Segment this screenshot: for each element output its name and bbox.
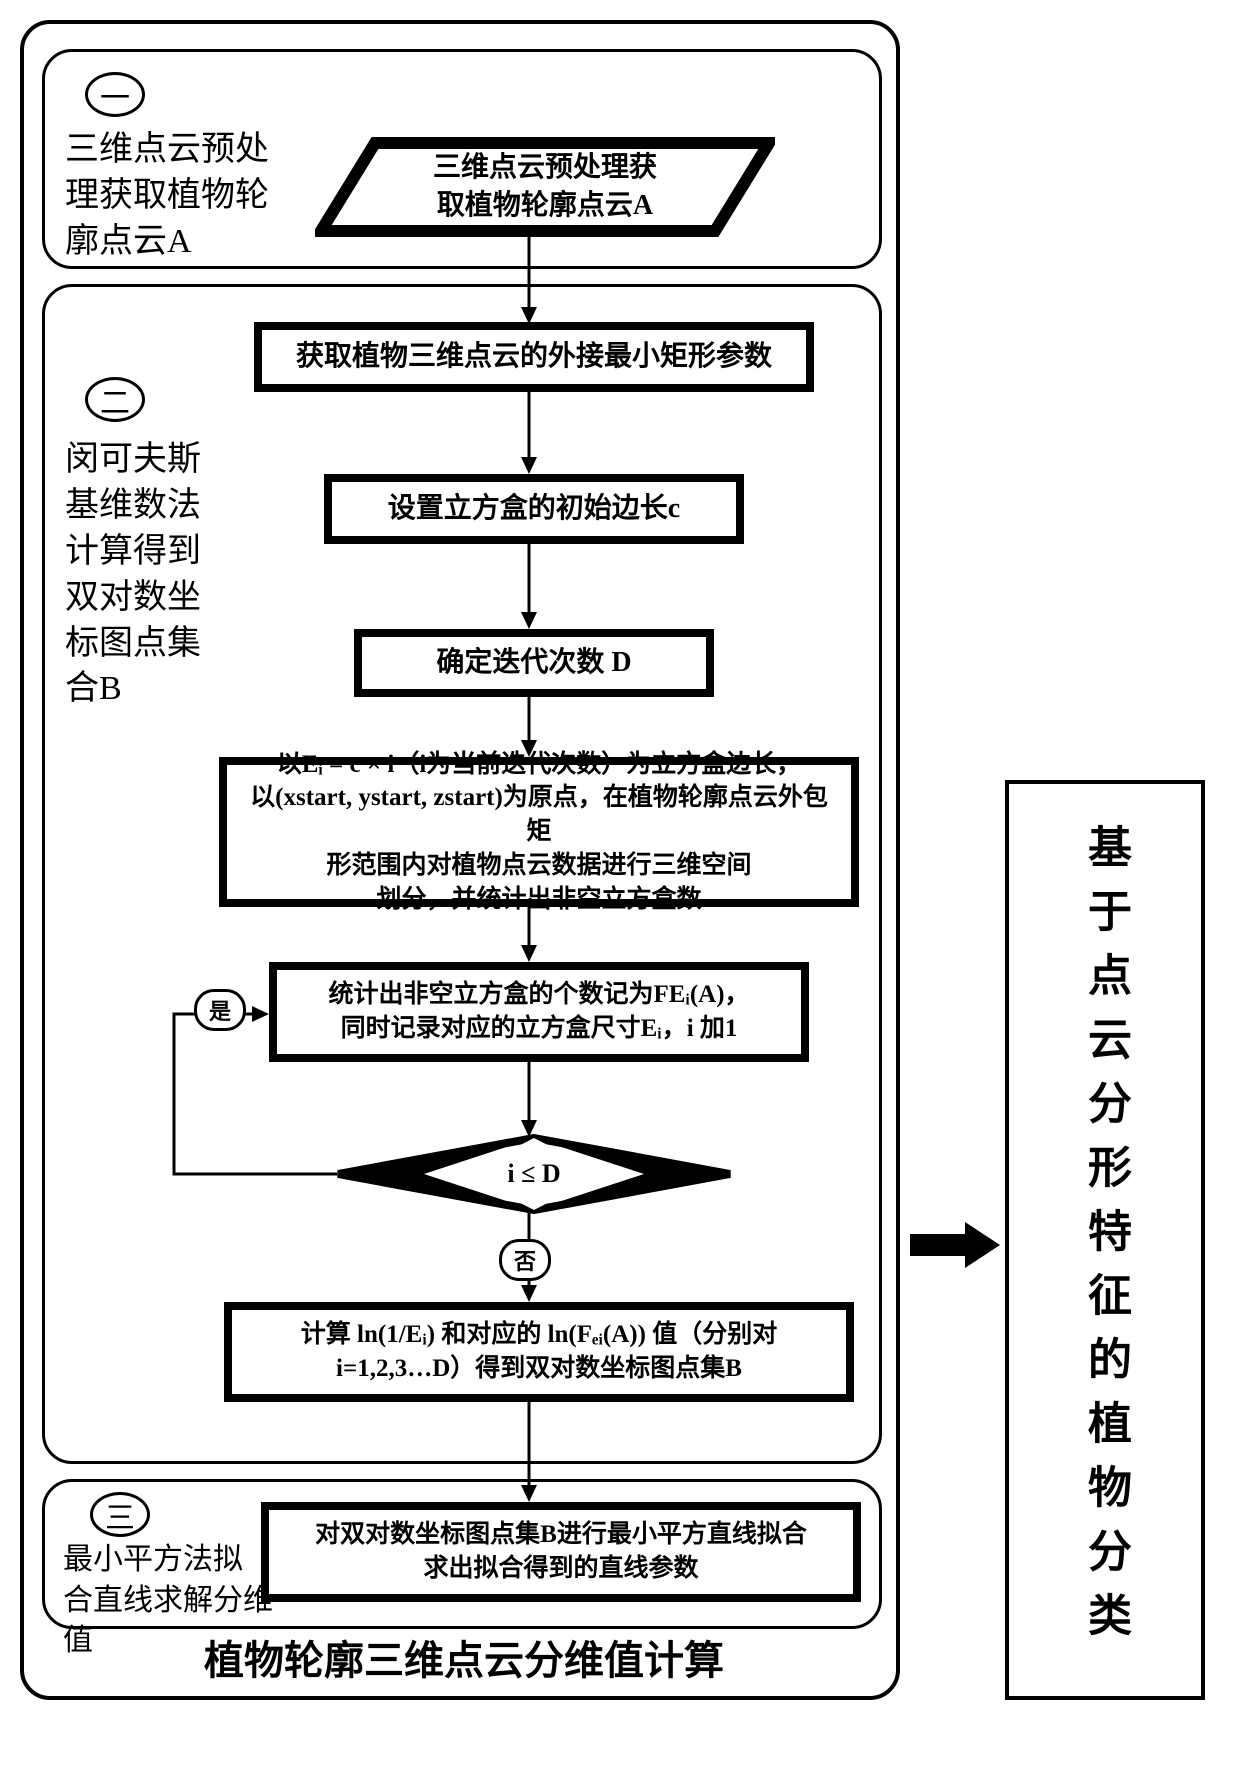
output-box: 基于点云分形特征的植物分类	[1005, 780, 1205, 1700]
node-n7-decision: i ≤ D	[334, 1134, 734, 1214]
node-n8: 计算 ln(1/Eᵢ) 和对应的 ln(Fₑᵢ(A)) 值（分别对i=1,2,3…	[224, 1302, 854, 1402]
branch-yes-pill: 是	[194, 989, 246, 1031]
stage-1-badge: 一	[85, 72, 145, 117]
node-n1-data: 三维点云预处理获取植物轮廓点云A	[315, 137, 775, 237]
node-n4: 确定迭代次数 D	[354, 629, 714, 697]
main-flow-container: 一 三维点云预处理获取植物轮廓点云A 三维点云预处理获取植物轮廓点云A 二 闵可…	[20, 20, 900, 1700]
section-1: 一 三维点云预处理获取植物轮廓点云A 三维点云预处理获取植物轮廓点云A	[42, 49, 882, 269]
node-n6: 统计出非空立方盒的个数记为FEᵢ(A)，同时记录对应的立方盒尺寸Eᵢ，i 加1	[269, 962, 809, 1062]
branch-no-pill: 否	[499, 1239, 551, 1281]
stage-2-badge: 二	[85, 377, 145, 422]
stage-3-badge: 三	[90, 1492, 150, 1537]
stage-1-label: 三维点云预处理获取植物轮廓点云A	[65, 127, 295, 265]
output-box-text: 基于点云分形特征的植物分类	[1083, 824, 1127, 1656]
node-n3: 设置立方盒的初始边长c	[324, 474, 744, 544]
node-n2: 获取植物三维点云的外接最小矩形参数	[254, 322, 814, 392]
stage-2-label: 闵可夫斯基维数法计算得到双对数坐标图点集合B	[65, 437, 225, 712]
arrow-n2-n3	[519, 392, 539, 474]
arrow-n3-n4	[519, 544, 539, 629]
node-n1-text: 三维点云预处理获取植物轮廓点云A	[433, 149, 657, 225]
bottom-title: 植物轮廓三维点云分维值计算	[24, 1628, 904, 1686]
arrow-n5-n6	[519, 907, 539, 962]
node-n5: 以Eᵢ = c × i（i为当前迭代次数）为立方盒边长，以(xstart, ys…	[219, 757, 859, 907]
node-n7-text: i ≤ D	[507, 1159, 560, 1189]
arrow-n6-n7	[519, 1062, 539, 1137]
big-arrow-icon	[910, 1220, 1000, 1270]
node-n9: 对双对数坐标图点集B进行最小平方直线拟合求出拟合得到的直线参数	[261, 1502, 861, 1602]
